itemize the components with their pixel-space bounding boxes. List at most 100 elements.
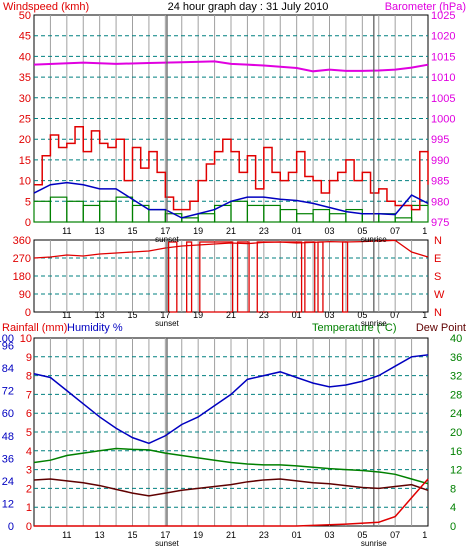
temperature-axis-label: Temperature (°C) bbox=[312, 322, 396, 334]
temperature-line bbox=[33, 447, 429, 485]
average-wind-line bbox=[33, 181, 429, 219]
temperature-tick: 16 bbox=[450, 446, 462, 458]
rainfall-tick: 10 bbox=[20, 333, 32, 345]
direction-north-drop bbox=[186, 241, 193, 313]
time-tick: 05 bbox=[357, 226, 367, 236]
humidity-tick: 36 bbox=[2, 453, 14, 465]
sunset-label: sunset bbox=[155, 539, 179, 548]
time-tick: 01 bbox=[292, 226, 302, 236]
direction-north-drop bbox=[199, 241, 234, 313]
time-tick: 15 bbox=[127, 226, 137, 236]
temperature-tick: 28 bbox=[450, 389, 462, 401]
windspeed-tick: 0 bbox=[25, 217, 31, 229]
humidity-tick: 0 bbox=[8, 521, 14, 533]
time-tick: 17 bbox=[160, 226, 170, 236]
time-tick: 19 bbox=[193, 310, 203, 320]
temperature-tick: 32 bbox=[450, 371, 462, 383]
barometer-tick: 1010 bbox=[431, 72, 455, 84]
direction-north-drop bbox=[317, 241, 324, 313]
windspeed-line bbox=[34, 126, 429, 211]
time-tick: 07 bbox=[390, 226, 400, 236]
direction-tick: 0 bbox=[25, 307, 31, 319]
temperature-tick: 20 bbox=[450, 427, 462, 439]
barometer-tick: 1005 bbox=[431, 93, 455, 105]
barometer-tick: 980 bbox=[431, 196, 449, 208]
direction-tick: 90 bbox=[19, 289, 31, 301]
sunrise-label: sunrise bbox=[361, 319, 387, 328]
time-tick: 01 bbox=[292, 530, 302, 540]
barometer-line bbox=[33, 60, 429, 73]
time-tick: 19 bbox=[193, 226, 203, 236]
barometer-axis-label: Barometer (hPa) bbox=[385, 1, 466, 13]
time-tick: 05 bbox=[357, 310, 367, 320]
barometer-tick: 995 bbox=[431, 134, 449, 146]
direction-north-drop bbox=[256, 241, 303, 313]
time-tick: 23 bbox=[259, 226, 269, 236]
temperature-tick: 12 bbox=[450, 465, 462, 477]
time-tick: 23 bbox=[259, 310, 269, 320]
time-tick: 19 bbox=[193, 530, 203, 540]
barometer-tick: 1020 bbox=[431, 31, 455, 43]
compass-tick: N bbox=[434, 235, 442, 247]
windspeed-tick: 45 bbox=[19, 31, 31, 43]
humidity-axis-label: Humidity % bbox=[67, 322, 123, 334]
sunrise-label: sunrise bbox=[361, 235, 387, 244]
humidity-tick: 12 bbox=[2, 498, 14, 510]
direction-north-drop bbox=[304, 241, 316, 313]
dewpoint-axis-label: Dew Point bbox=[416, 322, 466, 334]
windspeed-tick: 5 bbox=[25, 196, 31, 208]
windspeed-tick: 25 bbox=[19, 114, 31, 126]
rainfall-tick: 9 bbox=[26, 352, 32, 364]
humidity-tick: 72 bbox=[2, 386, 14, 398]
rainfall-tick: 0 bbox=[26, 521, 32, 533]
barometer-tick: 985 bbox=[431, 176, 449, 188]
rainfall-line bbox=[34, 478, 429, 527]
direction-north-drop bbox=[341, 241, 349, 313]
sunrise-label: sunrise bbox=[361, 539, 387, 548]
time-tick: 21 bbox=[226, 310, 236, 320]
direction-tick: 360 bbox=[13, 235, 31, 247]
time-tick: 03 bbox=[324, 310, 334, 320]
time-tick: 21 bbox=[226, 226, 236, 236]
time-tick: 11 bbox=[62, 226, 71, 236]
rainfall-tick: 1 bbox=[26, 502, 32, 514]
time-tick: 13 bbox=[95, 226, 105, 236]
rainfall-tick: 6 bbox=[26, 408, 32, 420]
time-tick: 21 bbox=[226, 530, 236, 540]
windspeed-tick: 15 bbox=[19, 155, 31, 167]
time-tick: 11 bbox=[62, 530, 71, 540]
humidity-tick: 60 bbox=[2, 408, 14, 420]
rainfall-tick: 3 bbox=[26, 465, 32, 477]
humidity-tick: 100 bbox=[0, 333, 14, 345]
time-tick: 11 bbox=[62, 310, 71, 320]
windspeed-tick: 35 bbox=[19, 72, 31, 84]
humidity-tick: 96 bbox=[2, 341, 14, 353]
direction-tick: 180 bbox=[13, 271, 31, 283]
windspeed-axis-label: Windspeed (kmh) bbox=[3, 1, 89, 13]
barometer-tick: 1025 bbox=[431, 10, 455, 22]
time-tick: 1 bbox=[422, 226, 427, 236]
time-tick: 17 bbox=[160, 530, 170, 540]
humidity-line bbox=[33, 354, 429, 445]
direction-north-drop bbox=[236, 241, 250, 313]
dewpoint-line bbox=[33, 478, 429, 497]
time-tick: 1 bbox=[422, 310, 427, 320]
time-tick: 03 bbox=[324, 530, 334, 540]
humidity-tick: 48 bbox=[2, 431, 14, 443]
time-tick: 15 bbox=[127, 530, 137, 540]
barometer-tick: 1000 bbox=[431, 114, 455, 126]
time-tick: 07 bbox=[390, 530, 400, 540]
rainfall-tick: 7 bbox=[26, 389, 32, 401]
windspeed-tick: 30 bbox=[19, 93, 31, 105]
sunset-label: sunset bbox=[155, 319, 179, 328]
windspeed-tick: 10 bbox=[19, 176, 31, 188]
compass-tick: S bbox=[434, 271, 441, 283]
barometer-tick: 1015 bbox=[431, 51, 455, 63]
humidity-tick: 84 bbox=[2, 363, 14, 375]
rainfall-tick: 4 bbox=[26, 446, 32, 458]
temperature-tick: 24 bbox=[450, 408, 462, 420]
humidity-tick: 24 bbox=[2, 476, 14, 488]
time-tick: 13 bbox=[95, 310, 105, 320]
